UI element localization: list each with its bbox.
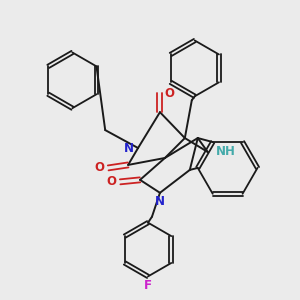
Text: H: H [225,146,235,158]
Text: N: N [155,195,165,208]
Text: F: F [144,279,152,292]
Text: O: O [94,161,104,174]
Text: O: O [106,176,116,188]
Text: N: N [124,142,134,154]
Text: O: O [164,87,174,100]
Text: N: N [216,146,226,158]
